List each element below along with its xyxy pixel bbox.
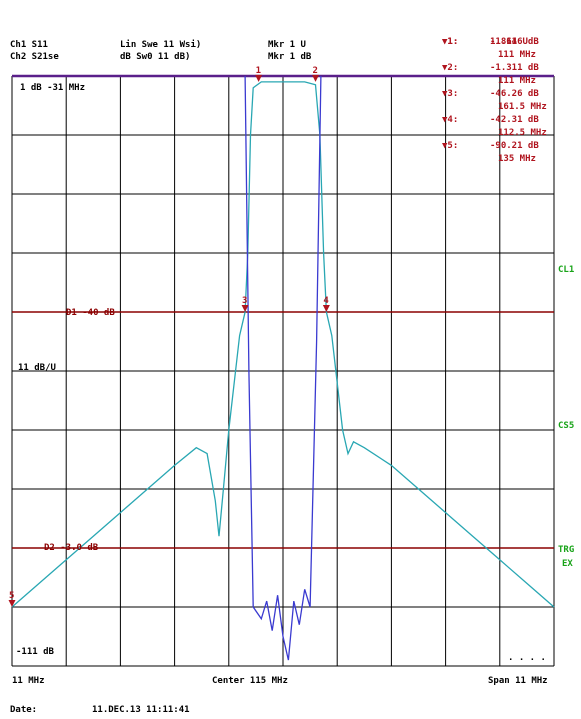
marker-5-triangle: [8, 600, 16, 607]
trace-s21: [11, 81, 555, 608]
marker-readout-frequency: 161.5 MHz: [498, 102, 547, 112]
center-frequency: Center 115 MHz: [212, 676, 288, 686]
marker-readout-frequency: 135 MHz: [498, 154, 536, 164]
marker-readout-label: ▼5:: [442, 141, 458, 151]
marker-readout-value: 1.814 U: [490, 37, 528, 47]
marker-4-triangle: [322, 305, 330, 312]
marker-5-label: 5: [9, 591, 14, 601]
marker-1-triangle: [255, 74, 263, 82]
status-tag-cs5: CS5: [558, 421, 574, 431]
marker-readout-value: -1.311 dB: [490, 63, 539, 73]
marker-readout-frequency: 111 MHz: [498, 50, 536, 60]
marker-readout-value: -90.21 dB: [490, 141, 539, 151]
marker-readout-label: ▼1:: [442, 37, 458, 47]
date-value: 11.DEC.13 11:11:41: [92, 705, 190, 715]
marker-readout-frequency: 112.5 MHz: [498, 128, 547, 138]
span-frequency: Span 11 MHz: [488, 676, 548, 686]
marker-2-label: 2: [313, 66, 318, 76]
start-frequency: 11 MHz: [12, 676, 45, 686]
marker-2-heading: Mkr 1 dB: [268, 52, 312, 62]
channel-1-format: Lin Swe 11 Wsi): [120, 40, 202, 50]
status-tag-trg: TRG: [558, 545, 574, 555]
marker-readout-value: -46.26 dB: [490, 89, 539, 99]
display-line-1-label: D1 -40 dB: [66, 308, 115, 318]
marker-readout-label: ▼1:: [442, 37, 458, 47]
channel-1-label: Ch1 S11: [10, 40, 48, 50]
marker-2-triangle: [312, 74, 320, 82]
trace-markers: 1 2 3 4 5: [8, 66, 330, 607]
marker-3-label: 3: [242, 296, 247, 306]
marker-4-label: 4: [323, 296, 329, 306]
trace-end-dots: . . . .: [508, 653, 546, 663]
date-label: Date:: [10, 705, 37, 715]
channel-2-label: Ch2 S21se: [10, 52, 59, 62]
marker-1-label: 1: [256, 66, 261, 76]
marker-readout-frequency: 111 MHz: [498, 76, 536, 86]
marker-readout-value: -42.31 dB: [490, 115, 539, 125]
channel-2-format: dB Sw0 11 dB): [120, 52, 191, 62]
plot-grid: [11, 74, 555, 667]
marker-3-triangle: [241, 305, 249, 312]
scale-label: 11 dB/U: [18, 363, 56, 373]
marker-1-heading: Mkr 1 U: [268, 40, 306, 50]
reference-top-label: 1 dB -31 MHz: [20, 83, 85, 93]
trace-s11: [244, 75, 322, 661]
status-tag-cl1: CL1: [558, 265, 574, 275]
display-lines: [12, 311, 554, 549]
marker-readout-value: -1.616 dB: [490, 37, 539, 47]
status-tag-ex: EX: [562, 559, 573, 569]
display-line-2-label: D2 -3.0 dB: [44, 543, 99, 553]
marker-readout-label: ▼4:: [442, 115, 458, 125]
reference-bottom-label: -111 dB: [16, 647, 55, 657]
marker-readout-label: ▼2:: [442, 63, 458, 73]
marker-readout-label: ▼3:: [442, 89, 458, 99]
